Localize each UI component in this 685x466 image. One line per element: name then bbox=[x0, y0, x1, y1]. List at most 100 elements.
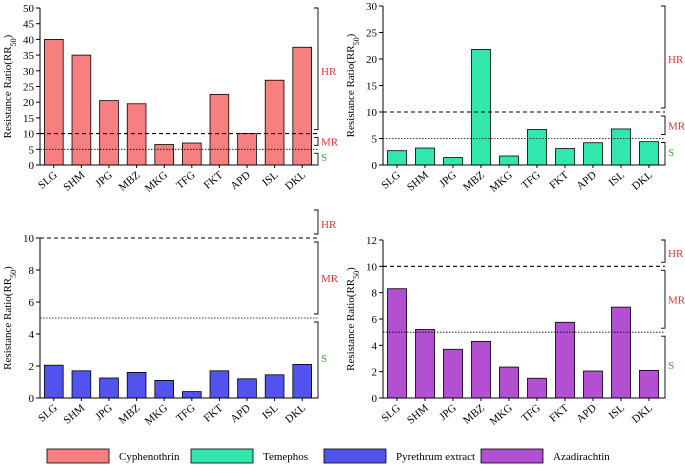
legend-label: Cyphenothrin bbox=[119, 451, 180, 463]
bar-tfg bbox=[182, 142, 202, 166]
bar-fkt bbox=[209, 93, 230, 166]
x-tick-label: MKG bbox=[488, 402, 515, 428]
x-tick-label: SHM bbox=[61, 169, 87, 194]
x-tick-label: SHM bbox=[405, 402, 431, 427]
band-label-mr: MR bbox=[668, 120, 685, 132]
x-tick-label: TFG bbox=[174, 169, 198, 192]
y-tick-label: 50 bbox=[23, 3, 35, 15]
legend-swatch bbox=[190, 448, 254, 464]
band-label-s: S bbox=[668, 360, 674, 372]
x-tick-label: ISL bbox=[260, 402, 281, 422]
y-tick-label: 10 bbox=[366, 107, 378, 119]
band-label-hr: HR bbox=[321, 219, 337, 231]
y-axis-label: Resistance Ratio(RR50) bbox=[345, 267, 361, 371]
bar-dkl bbox=[639, 141, 659, 166]
x-tick-label: FKT bbox=[202, 402, 226, 425]
legend-label: Temephos bbox=[263, 451, 308, 463]
band-label-s: S bbox=[321, 152, 327, 164]
bar-apd bbox=[237, 378, 257, 399]
bar-jpg bbox=[443, 348, 463, 399]
y-tick-label: 6 bbox=[372, 314, 378, 326]
y-tick-label: 20 bbox=[23, 97, 35, 109]
band-bracket bbox=[661, 5, 666, 109]
bar-slg bbox=[387, 288, 407, 399]
x-tick-label: FKT bbox=[202, 169, 226, 192]
bar-apd bbox=[583, 370, 603, 399]
bar-mbz bbox=[471, 340, 491, 399]
y-tick-label: 10 bbox=[366, 261, 378, 273]
band-label-mr: MR bbox=[668, 294, 685, 306]
x-tick-label: APD bbox=[228, 402, 253, 425]
x-tick-label: DKL bbox=[283, 169, 308, 193]
band-bracket bbox=[661, 269, 666, 329]
x-tick-label: JPG bbox=[437, 402, 459, 423]
band-bracket bbox=[314, 137, 319, 146]
y-tick-label: 12 bbox=[366, 235, 377, 247]
y-tick-label: 40 bbox=[23, 34, 35, 46]
x-tick-label: SHM bbox=[61, 402, 87, 427]
chart-panel-3: 0 2 4 6 8 10 SLG SHM JPG MBZ MKG TFG FKT APD ISL DKL Res… bbox=[2, 209, 339, 428]
band-label-hr: HR bbox=[668, 54, 684, 66]
band-label-s: S bbox=[668, 147, 674, 159]
bar-mkg bbox=[154, 379, 174, 399]
band-bracket bbox=[314, 152, 319, 166]
y-axis-label: Resistance Ratio(RR50) bbox=[2, 266, 18, 370]
y-tick-label: 4 bbox=[29, 329, 35, 341]
bar-dkl bbox=[292, 363, 312, 399]
bar-jpg bbox=[99, 377, 119, 399]
y-tick-label: 25 bbox=[23, 82, 35, 94]
bar-tfg bbox=[527, 129, 547, 166]
bar-isl bbox=[611, 128, 631, 166]
x-tick-label: SLG bbox=[36, 402, 60, 425]
y-tick-label: 10 bbox=[23, 233, 35, 245]
band-bracket bbox=[661, 142, 666, 166]
y-tick-label: 2 bbox=[29, 361, 35, 373]
legend-label: Azadirachtin bbox=[553, 451, 610, 463]
x-tick-label: MBZ bbox=[461, 402, 487, 427]
x-tick-label: JPG bbox=[437, 169, 459, 190]
x-tick-label: MBZ bbox=[117, 169, 143, 194]
legend-swatch bbox=[46, 448, 110, 464]
y-tick-label: 15 bbox=[366, 81, 378, 93]
x-tick-label: APD bbox=[574, 402, 599, 425]
band-label-hr: HR bbox=[668, 248, 684, 260]
chart-panel-2: 0 5 10 15 20 25 30 SLG SHM JPG MBZ MKG TFG FKT APD ISL D… bbox=[345, 1, 685, 195]
bar-slg bbox=[387, 150, 407, 166]
y-tick-label: 0 bbox=[29, 160, 35, 172]
band-bracket bbox=[314, 209, 319, 235]
x-tick-label: DKL bbox=[630, 402, 655, 426]
y-tick-label: 2 bbox=[372, 367, 378, 379]
x-tick-label: MBZ bbox=[461, 169, 487, 194]
y-tick-label: 10 bbox=[23, 129, 35, 141]
y-tick-label: 0 bbox=[372, 160, 378, 172]
band-label-mr: MR bbox=[321, 136, 339, 148]
band-bracket bbox=[661, 239, 666, 263]
x-tick-label: DKL bbox=[283, 402, 308, 426]
bar-tfg bbox=[182, 391, 202, 399]
bar-slg bbox=[44, 39, 64, 166]
x-tick-label: TFG bbox=[174, 402, 198, 425]
legend-swatch bbox=[323, 448, 387, 464]
bar-shm bbox=[415, 147, 435, 166]
y-axis-label: Resistance Ratio(RR50) bbox=[345, 33, 361, 137]
x-tick-label: APD bbox=[574, 169, 599, 192]
x-tick-label: FKT bbox=[547, 169, 571, 192]
y-tick-label: 0 bbox=[29, 393, 35, 405]
x-tick-label: ISL bbox=[260, 169, 281, 189]
y-tick-label: 5 bbox=[372, 134, 378, 146]
y-tick-label: 8 bbox=[29, 265, 35, 277]
y-tick-label: 6 bbox=[29, 297, 35, 309]
x-tick-label: MKG bbox=[143, 402, 170, 428]
bar-shm bbox=[71, 54, 92, 166]
bar-isl bbox=[264, 374, 285, 399]
bar-fkt bbox=[555, 148, 575, 166]
band-label-hr: HR bbox=[321, 66, 337, 78]
bar-mkg bbox=[499, 155, 519, 166]
x-tick-label: TFG bbox=[519, 169, 543, 192]
y-tick-label: 15 bbox=[23, 113, 35, 125]
legend-label: Pyrethrum extract bbox=[396, 451, 475, 463]
x-tick-label: MKG bbox=[143, 169, 170, 195]
bar-dkl bbox=[639, 369, 659, 399]
y-axis-label: Resistance Ratio(RR50) bbox=[2, 34, 18, 138]
